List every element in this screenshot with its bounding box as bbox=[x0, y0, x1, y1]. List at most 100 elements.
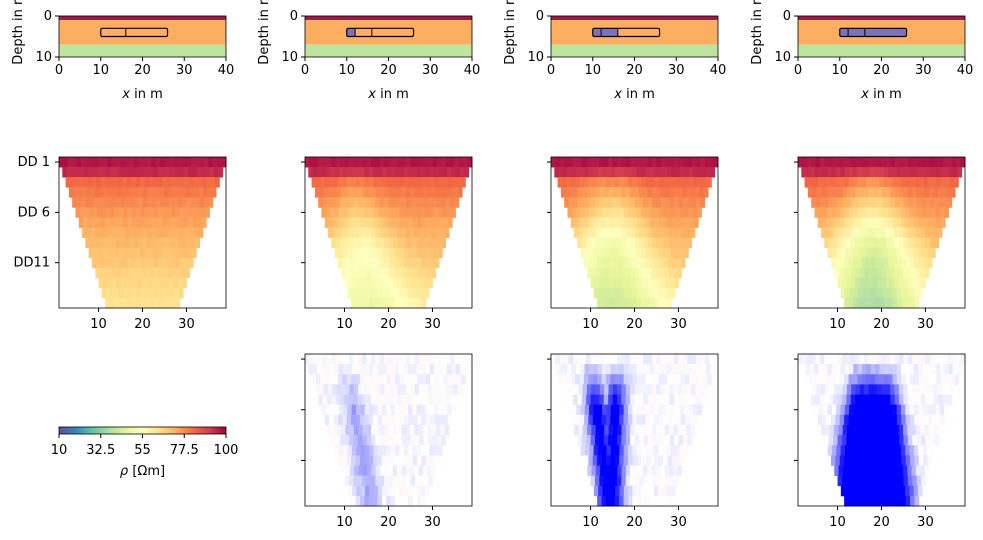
difference-cell bbox=[436, 435, 442, 446]
pseudosection-cell bbox=[178, 287, 184, 299]
difference-cell bbox=[835, 374, 841, 385]
difference-cell bbox=[335, 435, 341, 446]
pseudosection-cell bbox=[855, 277, 860, 289]
pseudosection-cell bbox=[131, 217, 137, 228]
pseudosection-cell bbox=[342, 257, 348, 269]
pseudosection-cell bbox=[636, 207, 642, 218]
difference-cell bbox=[311, 374, 317, 385]
difference-cell bbox=[896, 374, 902, 385]
difference-cell bbox=[866, 414, 871, 426]
pseudosection-cell bbox=[83, 217, 88, 228]
pseudosection-cell bbox=[837, 157, 843, 168]
pseudosection-cell bbox=[127, 177, 132, 188]
pseudosection-cell bbox=[840, 207, 846, 218]
pseudosection-cell bbox=[918, 217, 924, 228]
difference-cell bbox=[920, 465, 925, 476]
model-layer bbox=[305, 20, 472, 45]
pseudosection-cell bbox=[870, 287, 876, 299]
difference-cell bbox=[674, 435, 679, 446]
pseudosection-cell bbox=[835, 217, 841, 228]
difference-cell bbox=[342, 364, 348, 375]
difference-cell bbox=[885, 354, 891, 365]
pseudosection-cell bbox=[921, 237, 926, 248]
pseudosection-cell bbox=[628, 287, 633, 299]
pseudosection-cell bbox=[636, 287, 642, 299]
difference-cell bbox=[449, 384, 454, 395]
pseudosection-cell bbox=[366, 187, 372, 198]
difference-cell bbox=[838, 384, 843, 395]
pseudosection-cell bbox=[381, 297, 387, 309]
pseudosection-cell bbox=[441, 237, 447, 248]
difference-cell bbox=[814, 404, 820, 416]
pseudosection-cell bbox=[885, 187, 891, 198]
difference-cell bbox=[835, 455, 841, 466]
difference-cell bbox=[395, 364, 400, 375]
pseudosection-cell bbox=[595, 227, 601, 238]
pseudosection-cell bbox=[638, 267, 644, 279]
difference-cell bbox=[911, 424, 917, 436]
difference-cell bbox=[857, 414, 863, 426]
pseudosection-cell bbox=[171, 217, 176, 228]
difference-cell bbox=[360, 364, 366, 375]
difference-cell bbox=[634, 394, 640, 406]
pseudosection-cell bbox=[883, 207, 889, 218]
difference-cell bbox=[599, 435, 605, 446]
difference-cell bbox=[605, 495, 611, 507]
pseudosection-cell bbox=[877, 157, 882, 168]
difference-cell bbox=[649, 485, 655, 497]
pseudosection-cell bbox=[390, 247, 396, 259]
pseudosection-cell bbox=[868, 267, 874, 279]
pseudosection-cell bbox=[660, 267, 665, 279]
pseudosection-cell bbox=[135, 257, 141, 269]
pseudosection-cell bbox=[647, 187, 653, 198]
x-tick-label: 40 bbox=[464, 63, 481, 78]
pseudosection-cell bbox=[676, 217, 682, 228]
difference-cell bbox=[837, 475, 843, 487]
pseudosection-cell bbox=[168, 237, 174, 248]
difference-cell bbox=[412, 414, 418, 426]
pseudosection-cell bbox=[846, 187, 852, 198]
difference-cell bbox=[342, 455, 348, 466]
difference-cell bbox=[649, 495, 655, 507]
pseudosection-cell bbox=[97, 207, 102, 218]
difference-cell bbox=[445, 354, 451, 365]
pseudosection-cell bbox=[435, 227, 441, 238]
pseudosection-cell bbox=[859, 237, 865, 248]
pseudosection-cell bbox=[881, 227, 887, 238]
difference-cell bbox=[434, 364, 439, 375]
difference-cell bbox=[621, 435, 627, 446]
pseudosection-cell bbox=[203, 187, 208, 198]
difference-cell bbox=[397, 475, 403, 487]
pseudosection-cell bbox=[160, 157, 165, 168]
pseudosection-cell bbox=[551, 157, 556, 168]
pseudosection-cell bbox=[184, 177, 190, 188]
pseudosection-cell bbox=[592, 217, 598, 228]
pseudosection-cell bbox=[384, 237, 389, 248]
pseudosection-cell bbox=[403, 217, 409, 228]
model-layer bbox=[59, 44, 226, 57]
pseudosection-cell bbox=[846, 227, 852, 238]
pseudosection-cell bbox=[179, 177, 185, 188]
pseudosection-cell bbox=[623, 217, 629, 228]
pseudosection-cell bbox=[168, 197, 174, 208]
difference-cell bbox=[450, 394, 455, 406]
colorbar-tick-label: 32.5 bbox=[86, 443, 115, 458]
pseudosection-cell bbox=[872, 267, 878, 279]
pseudosection-cell bbox=[179, 217, 185, 228]
pseudosection-cell bbox=[645, 217, 651, 228]
difference-cell bbox=[403, 414, 409, 426]
difference-cell bbox=[837, 394, 843, 406]
y-tick-label: 10 bbox=[281, 50, 298, 65]
pseudosection-cell bbox=[461, 177, 466, 188]
difference-cell bbox=[612, 475, 618, 487]
pseudosection-cell bbox=[69, 177, 75, 188]
pseudosection-cell bbox=[369, 287, 374, 299]
pseudosection-cell bbox=[129, 227, 135, 238]
pseudosection-cell bbox=[860, 267, 865, 279]
pseudosection-cell bbox=[922, 207, 928, 218]
pseudosection-cell bbox=[588, 217, 594, 228]
difference-cell bbox=[410, 384, 415, 395]
pseudosection-cell bbox=[70, 167, 76, 178]
difference-cell bbox=[693, 414, 699, 426]
pseudosection-cell bbox=[157, 287, 163, 299]
